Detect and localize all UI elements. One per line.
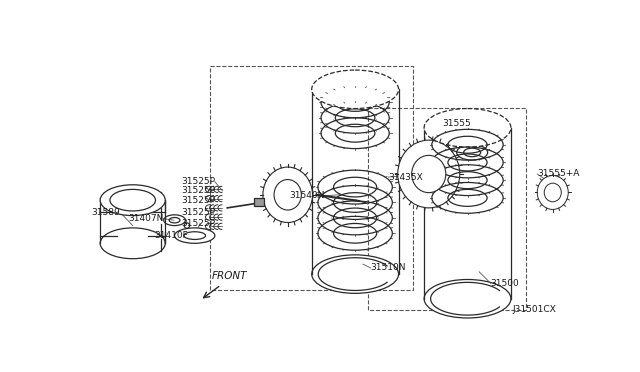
Text: 31407N: 31407N [129, 214, 164, 223]
Text: J31501CX: J31501CX [512, 305, 556, 314]
Text: 31525P: 31525P [181, 219, 215, 228]
Text: 31555: 31555 [443, 119, 472, 128]
Bar [254, 198, 264, 206]
Text: 31500: 31500 [491, 279, 520, 288]
Text: 31525P: 31525P [181, 177, 215, 186]
Text: FRONT: FRONT [212, 271, 247, 280]
Text: 31410F: 31410F [155, 231, 189, 240]
Ellipse shape [312, 70, 399, 109]
Text: 31525P: 31525P [181, 186, 215, 195]
Text: 31525P: 31525P [181, 196, 215, 205]
Ellipse shape [184, 232, 205, 240]
Ellipse shape [100, 185, 165, 216]
Ellipse shape [412, 155, 446, 193]
Ellipse shape [544, 183, 561, 202]
Text: 31555+A: 31555+A [537, 170, 580, 179]
Ellipse shape [100, 228, 165, 259]
Text: 31540N: 31540N [289, 191, 325, 200]
Text: 31510N: 31510N [371, 263, 406, 272]
Ellipse shape [312, 255, 399, 294]
Ellipse shape [184, 223, 189, 228]
Text: 31589: 31589 [92, 208, 120, 217]
Ellipse shape [424, 109, 511, 147]
Ellipse shape [274, 180, 301, 210]
Ellipse shape [537, 176, 568, 209]
Ellipse shape [397, 140, 460, 208]
Text: 31525P: 31525P [181, 208, 215, 217]
Ellipse shape [424, 279, 511, 318]
Ellipse shape [175, 228, 215, 243]
Ellipse shape [263, 167, 312, 222]
Text: 31435X: 31435X [388, 173, 423, 182]
